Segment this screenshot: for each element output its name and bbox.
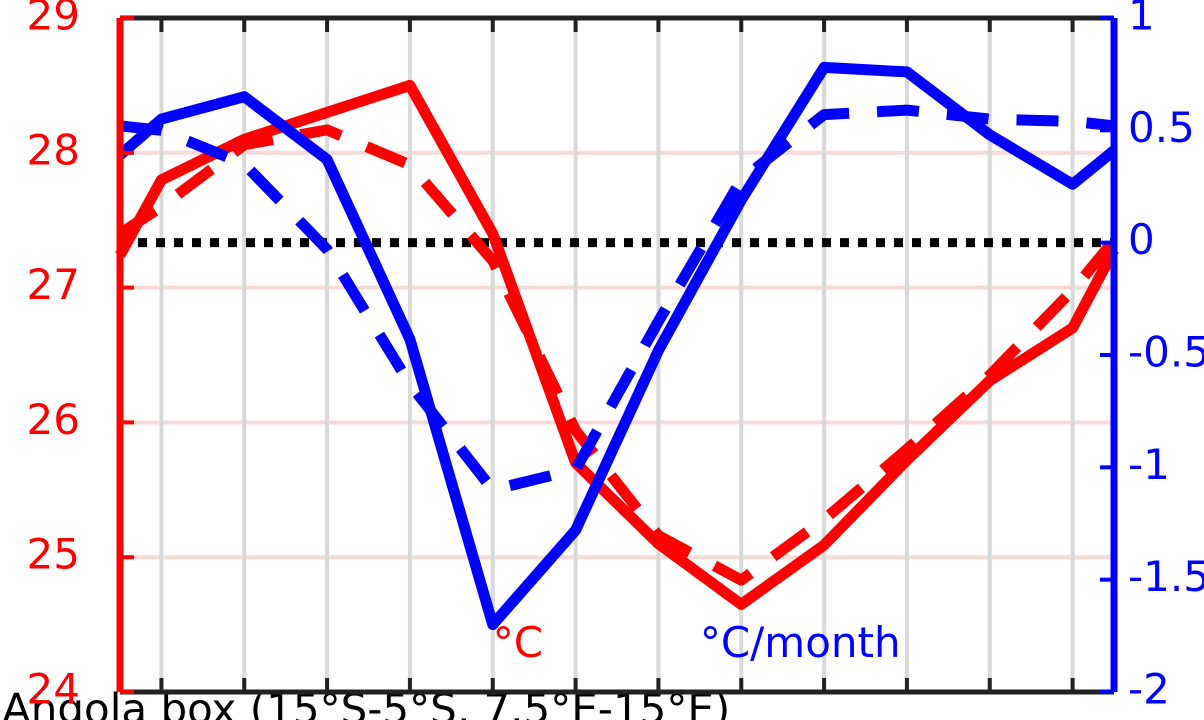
y-tick-label: 24 [27, 665, 80, 714]
y-tick-label: 28 [27, 125, 80, 174]
y2-tick-label: -1.5 [1128, 552, 1204, 601]
y2-tick-label: -1 [1128, 440, 1170, 489]
y-tick-label: 25 [27, 530, 80, 579]
annotation: °C [493, 618, 543, 667]
y2-tick-label: 0 [1128, 215, 1155, 264]
data-line [116, 61, 1118, 631]
y-tick-label: 26 [27, 395, 80, 444]
data-line [116, 124, 1119, 586]
y-tick-label: 27 [27, 260, 80, 309]
annotation: °C/month [700, 618, 901, 667]
y2-tick-label: -2 [1128, 665, 1170, 714]
data-line [115, 79, 1119, 610]
y-tick-label: 29 [27, 0, 80, 40]
data-line [119, 104, 1115, 496]
y2-tick-label: 0.5 [1128, 103, 1195, 152]
y2-tick-label: 1 [1128, 0, 1155, 40]
y2-tick-label: -0.5 [1128, 328, 1204, 377]
